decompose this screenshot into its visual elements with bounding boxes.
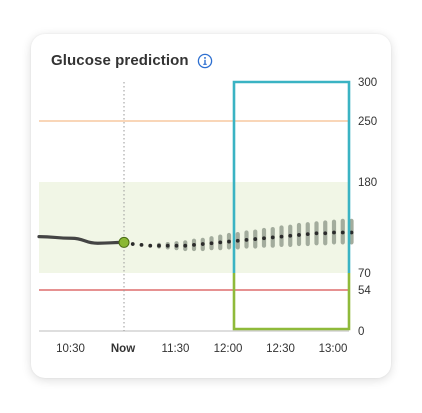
x-tick-label: 10:30 <box>56 343 85 355</box>
prediction-point-12 <box>235 238 240 243</box>
prediction-point-10 <box>218 240 223 245</box>
prediction-point-1 <box>139 242 144 247</box>
prediction-point-22 <box>323 231 328 236</box>
prediction-point-14 <box>253 237 258 241</box>
highlight-window-upper <box>232 80 351 273</box>
prediction-point-25 <box>349 230 354 235</box>
prediction-point-11 <box>227 239 231 244</box>
prediction-point-13 <box>244 238 249 242</box>
info-circle-icon[interactable] <box>197 53 213 69</box>
y-tick-label: 180 <box>358 177 377 189</box>
x-tick-label: 13:00 <box>319 343 348 355</box>
prediction-point-5 <box>174 243 179 248</box>
y-tick-label: 54 <box>358 285 371 297</box>
prediction-point-23 <box>332 230 336 235</box>
y-tick-label: 250 <box>358 116 377 128</box>
y-tick-label: 70 <box>358 268 371 280</box>
x-tick-label: 12:00 <box>214 343 243 355</box>
current-glucose-point <box>118 236 130 248</box>
prediction-point-7 <box>192 242 196 247</box>
card-header: Glucose prediction <box>51 52 213 69</box>
card-title: Glucose prediction <box>51 52 189 69</box>
prediction-point-17 <box>279 234 284 239</box>
x-tick-label: Now <box>111 343 135 355</box>
target-range-band <box>39 182 349 273</box>
prediction-point-15 <box>262 236 266 241</box>
y-tick-label: 300 <box>358 77 377 89</box>
prediction-point-24 <box>340 230 345 235</box>
y-tick-label: 0 <box>358 326 364 338</box>
prediction-point-0 <box>130 242 135 246</box>
highlight-window-lower <box>232 273 351 331</box>
x-tick-label: 12:30 <box>266 343 295 355</box>
prediction-point-21 <box>314 231 319 236</box>
prediction-point-4 <box>165 243 170 248</box>
prediction-point-6 <box>183 243 188 248</box>
x-tick-label: 11:30 <box>162 343 190 355</box>
prediction-point-3 <box>157 243 161 248</box>
prediction-point-18 <box>288 233 293 238</box>
prediction-point-20 <box>305 232 310 237</box>
prediction-point-19 <box>297 233 301 237</box>
history-line <box>37 235 126 245</box>
prediction-point-9 <box>209 241 214 246</box>
prediction-point-16 <box>270 235 275 240</box>
prediction-point-2 <box>148 243 153 248</box>
prediction-point-8 <box>200 242 205 246</box>
